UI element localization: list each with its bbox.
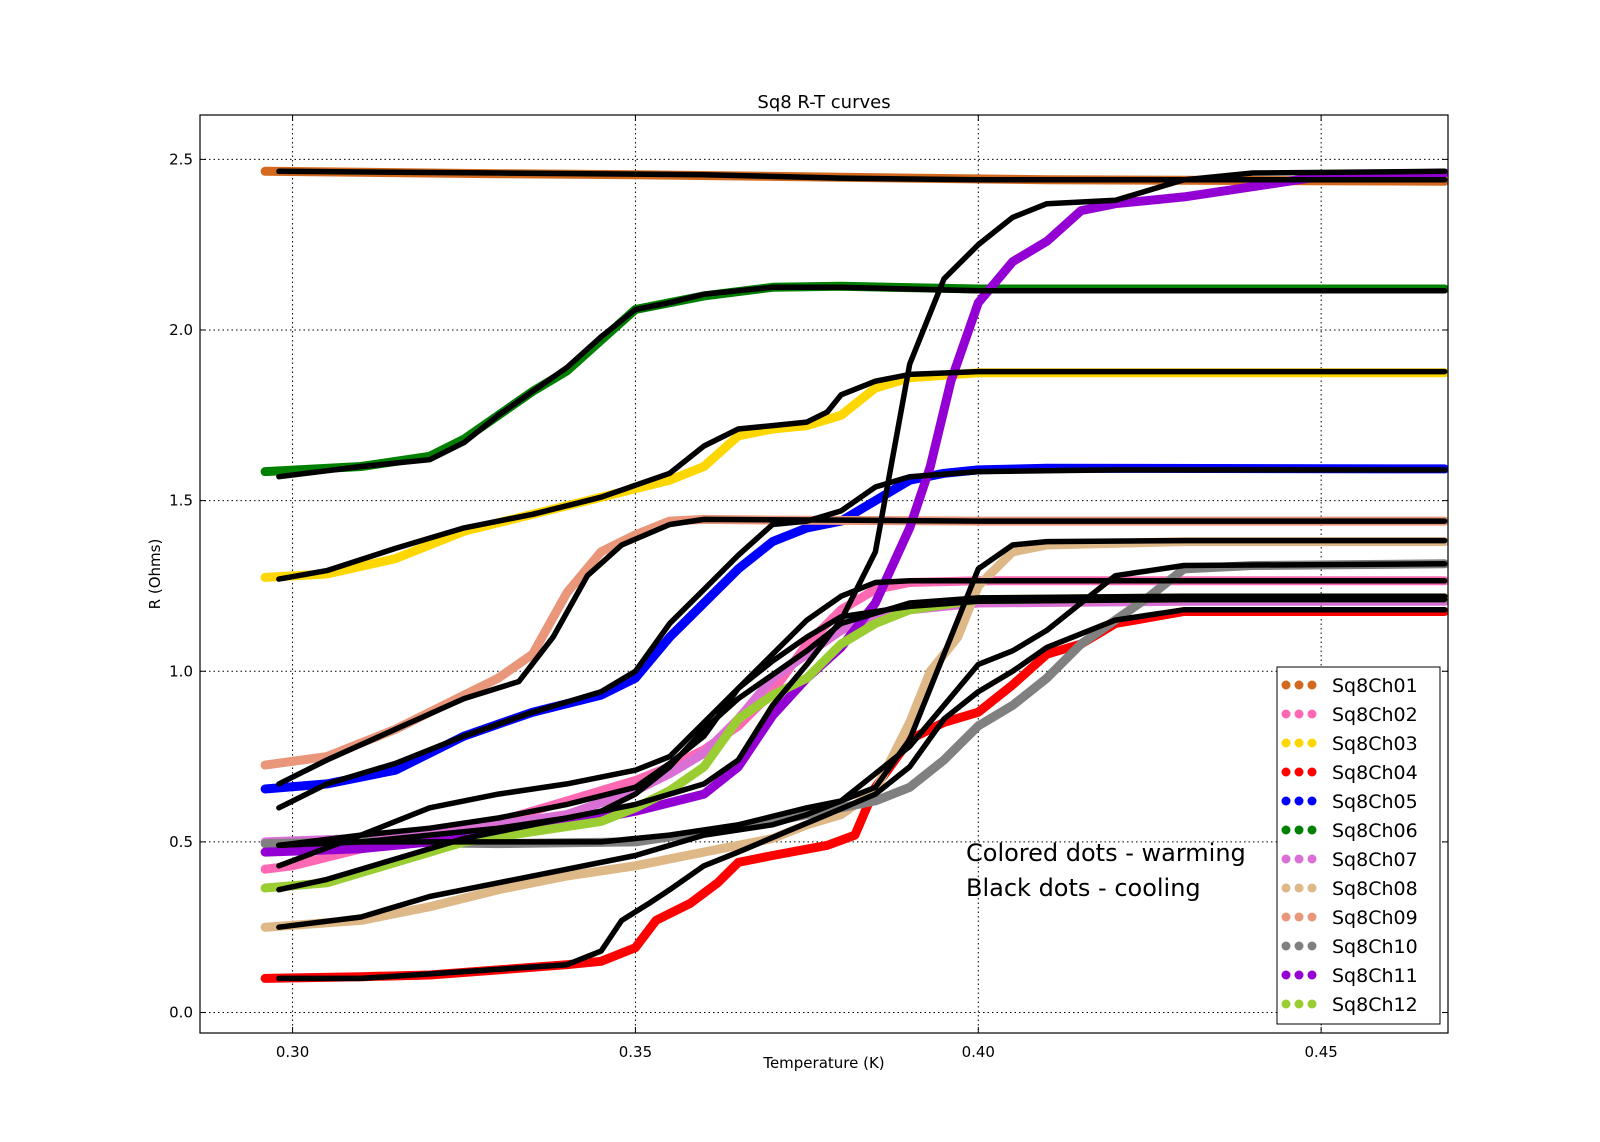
warming-series-sq8ch08 [260, 537, 1448, 932]
y-tick-label: 1.0 [169, 662, 193, 680]
legend-marker-sq8ch07 [1281, 854, 1291, 864]
chart-title: Sq8 R-T curves [757, 92, 890, 113]
y-tick-label: 0.5 [169, 833, 193, 851]
cooling-series-sq8ch08 [276, 537, 1448, 930]
legend: Sq8Ch01 Sq8Ch02 Sq8Ch03 Sq8Ch04 Sq8Ch05 Sq8Ch… [1276, 666, 1441, 1025]
legend-marker-sq8ch12 [1307, 999, 1317, 1009]
legend-label-sq8ch06: Sq8Ch06 [1332, 820, 1418, 842]
legend-label-sq8ch10: Sq8Ch10 [1332, 936, 1418, 958]
x-axis-title: Temperature (K) [762, 1054, 884, 1072]
legend-label-sq8ch03: Sq8Ch03 [1332, 733, 1418, 755]
annotation-cooling: Black dots - cooling [966, 874, 1201, 902]
legend-marker-sq8ch04 [1294, 767, 1304, 777]
legend-marker-sq8ch03 [1281, 738, 1291, 748]
y-axis-title: R (Ohms) [146, 539, 164, 610]
legend-label-sq8ch11: Sq8Ch11 [1332, 965, 1418, 987]
legend-label-sq8ch09: Sq8Ch09 [1332, 907, 1418, 929]
legend-marker-sq8ch05 [1307, 796, 1317, 806]
legend-marker-sq8ch02 [1307, 709, 1317, 719]
y-tick-label: 2.0 [169, 321, 193, 339]
x-tick-label: 0.30 [276, 1043, 309, 1061]
legend-marker-sq8ch12 [1294, 999, 1304, 1009]
x-tick-label: 0.40 [962, 1043, 995, 1061]
legend-marker-sq8ch03 [1294, 738, 1304, 748]
legend-marker-sq8ch08 [1307, 883, 1317, 893]
legend-marker-sq8ch10 [1307, 941, 1317, 951]
legend-marker-sq8ch01 [1281, 680, 1291, 690]
y-tick-label: 1.5 [169, 492, 193, 510]
x-tick-label: 0.35 [619, 1043, 652, 1061]
legend-marker-sq8ch06 [1294, 825, 1304, 835]
legend-label-sq8ch12: Sq8Ch12 [1332, 994, 1418, 1016]
legend-marker-sq8ch04 [1307, 767, 1317, 777]
legend-marker-sq8ch11 [1281, 970, 1291, 980]
legend-marker-sq8ch02 [1294, 709, 1304, 719]
cooling-series-sq8ch02 [276, 578, 1448, 869]
legend-marker-sq8ch01 [1307, 680, 1317, 690]
legend-label-sq8ch08: Sq8Ch08 [1332, 878, 1418, 900]
legend-marker-sq8ch08 [1294, 883, 1304, 893]
legend-marker-sq8ch09 [1281, 912, 1291, 922]
legend-marker-sq8ch06 [1307, 825, 1317, 835]
legend-box [1276, 666, 1441, 1025]
cooling-series-sq8ch09 [276, 516, 1448, 787]
axis-ticks: 0.30 0.35 0.40 0.45 0.0 0.5 1.0 1.5 2.0 2.5 [169, 115, 1448, 1061]
legend-marker-sq8ch10 [1294, 941, 1304, 951]
legend-marker-sq8ch10 [1281, 941, 1291, 951]
series-layer [260, 166, 1448, 983]
legend-marker-sq8ch09 [1294, 912, 1304, 922]
legend-marker-sq8ch08 [1281, 883, 1291, 893]
cooling-series-sq8ch06 [276, 284, 1448, 480]
legend-marker-sq8ch01 [1294, 680, 1304, 690]
legend-marker-sq8ch05 [1294, 796, 1304, 806]
legend-label-sq8ch02: Sq8Ch02 [1332, 704, 1418, 726]
legend-marker-sq8ch07 [1294, 854, 1304, 864]
x-tick-label: 0.45 [1304, 1043, 1337, 1061]
legend-marker-sq8ch11 [1307, 970, 1317, 980]
y-tick-label: 0.0 [169, 1004, 193, 1022]
legend-label-sq8ch07: Sq8Ch07 [1332, 849, 1418, 871]
legend-marker-sq8ch12 [1281, 999, 1291, 1009]
legend-marker-sq8ch03 [1307, 738, 1317, 748]
legend-marker-sq8ch06 [1281, 825, 1291, 835]
legend-marker-sq8ch07 [1307, 854, 1317, 864]
plot-frame [199, 114, 1449, 1034]
annotation-warming: Colored dots - warming [966, 839, 1246, 867]
legend-label-sq8ch01: Sq8Ch01 [1332, 675, 1418, 697]
legend-label-sq8ch04: Sq8Ch04 [1332, 762, 1418, 784]
cooling-series-sq8ch05 [276, 467, 1448, 811]
legend-marker-sq8ch05 [1281, 796, 1291, 806]
legend-marker-sq8ch11 [1294, 970, 1304, 980]
legend-label-sq8ch05: Sq8Ch05 [1332, 791, 1418, 813]
y-tick-label: 2.5 [169, 150, 193, 168]
cooling-series-sq8ch03 [276, 368, 1448, 582]
cooling-series-sq8ch04 [276, 607, 1448, 982]
legend-marker-sq8ch04 [1281, 767, 1291, 777]
legend-marker-sq8ch09 [1307, 912, 1317, 922]
cooling-series-sq8ch12 [276, 593, 1448, 893]
legend-marker-sq8ch02 [1281, 709, 1291, 719]
